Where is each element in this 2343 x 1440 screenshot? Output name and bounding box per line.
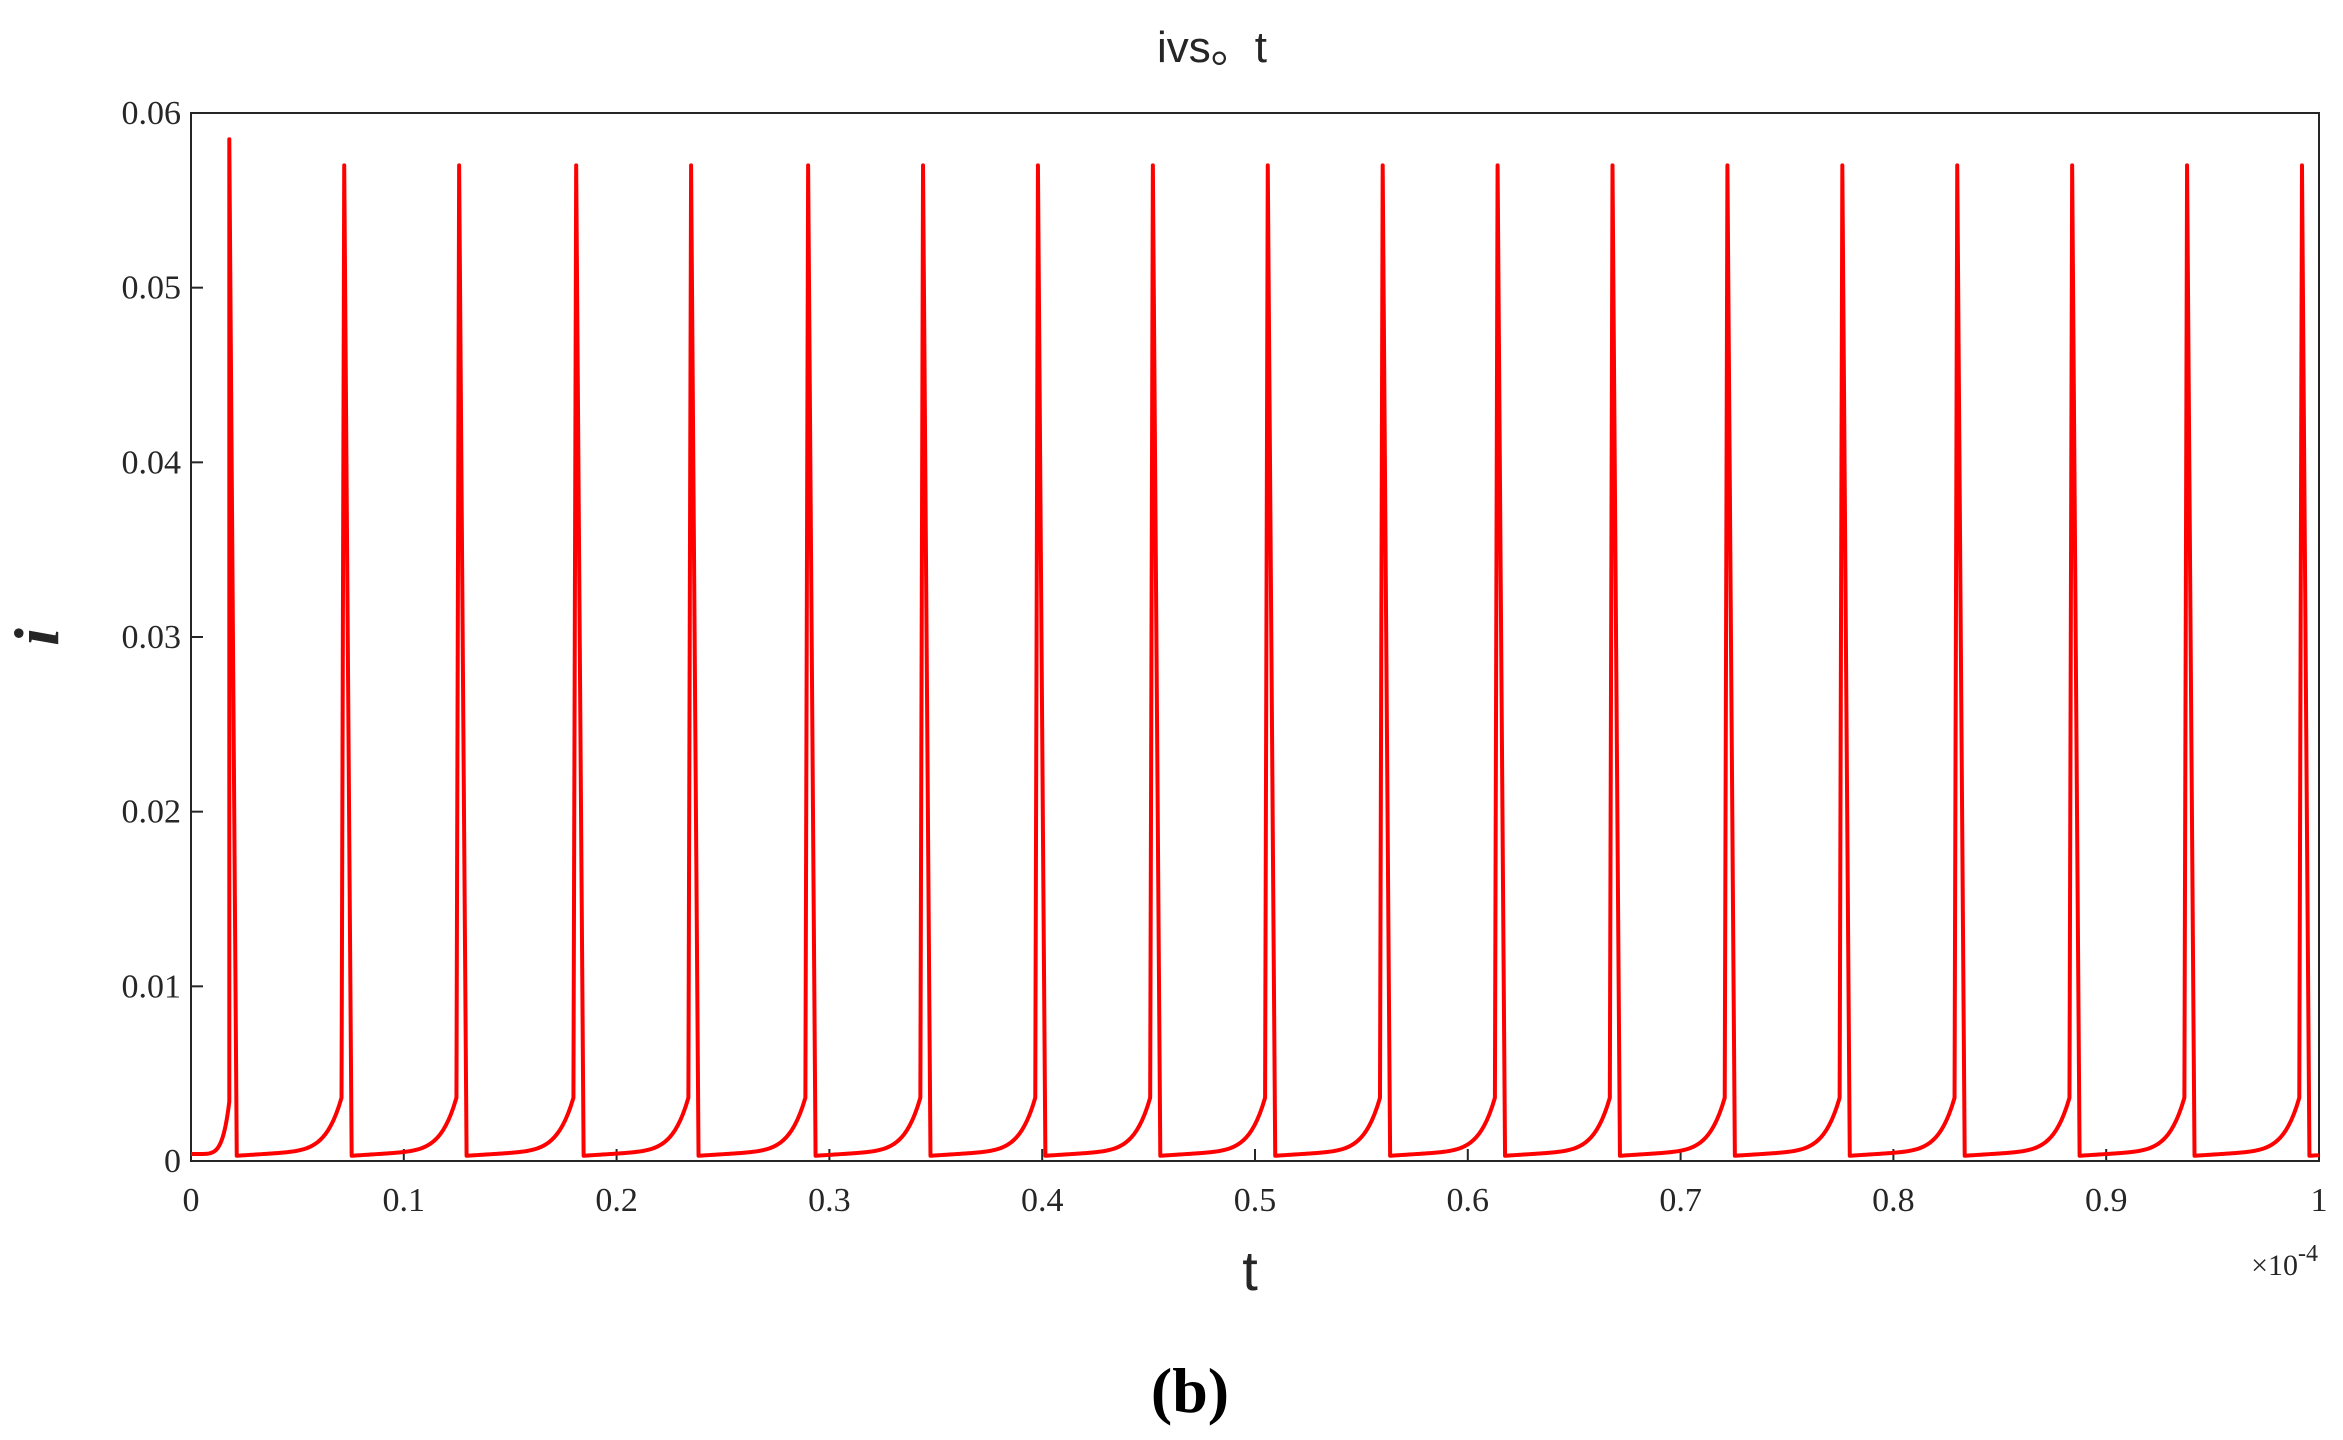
x-tick-label: 0.5 — [1234, 1182, 1277, 1219]
y-tick-label: 0.01 — [122, 968, 182, 1005]
x-tick-label: 0.3 — [808, 1182, 851, 1219]
y-axis-label: i — [1, 628, 72, 646]
x-tick-label: 0 — [183, 1182, 200, 1219]
plot-area-frame — [190, 112, 2320, 1162]
y-tick-label: 0.02 — [122, 794, 182, 831]
y-tick-label: 0.04 — [122, 444, 182, 481]
series-layer — [189, 137, 2321, 1158]
x-tick-label: 0.7 — [1659, 1182, 1702, 1219]
x-tick-label: 0.9 — [2085, 1182, 2128, 1219]
y-axis-ticks: 0 0.01 0.02 0.03 0.04 0.05 0.06 — [122, 95, 203, 1180]
y-tick-label: 0.06 — [122, 95, 182, 132]
x-tick-label: 0.1 — [383, 1182, 426, 1219]
y-tick-label: 0 — [164, 1143, 181, 1180]
chart-title: ivs。t — [1157, 23, 1267, 72]
x-tick-label: 0.2 — [595, 1182, 638, 1219]
x-tick-label: 0.4 — [1021, 1182, 1064, 1219]
x-axis-ticks: 0 0.1 0.2 0.3 0.4 0.5 0.6 0.7 0.8 0.9 1 — [183, 1149, 2328, 1219]
x-axis-multiplier-exponent: -4 — [2298, 1241, 2318, 1267]
x-tick-label: 1 — [2311, 1182, 2328, 1219]
x-tick-label: 0.8 — [1872, 1182, 1915, 1219]
x-axis-label: t — [1242, 1239, 1258, 1302]
panel-label: (b) — [1151, 1355, 1229, 1426]
x-axis-multiplier-base: ×10 — [2251, 1249, 2298, 1282]
y-tick-label: 0.05 — [122, 270, 182, 307]
x-tick-label: 0.6 — [1447, 1182, 1490, 1219]
series-line — [189, 137, 2321, 1158]
x-axis-multiplier: ×10-4 — [2251, 1241, 2318, 1282]
y-tick-label: 0.03 — [122, 619, 182, 656]
